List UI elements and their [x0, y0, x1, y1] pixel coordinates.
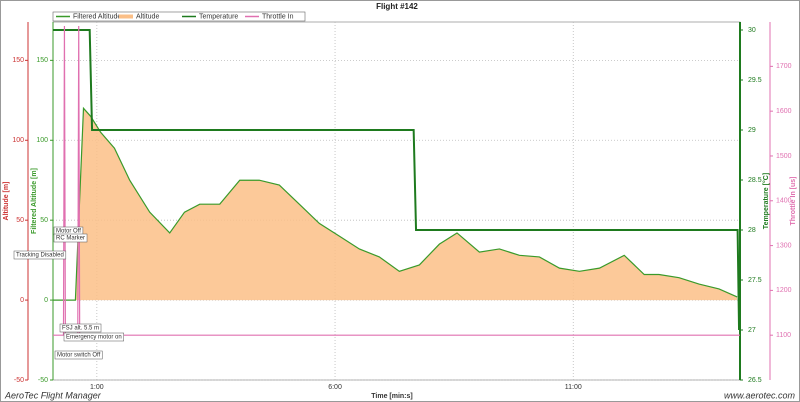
y-tick-label: 1600 — [776, 108, 792, 115]
annotation-box — [63, 332, 124, 342]
y-axis-label: Temperature [°C] — [762, 173, 770, 229]
x-tick-label: 11:00 — [565, 384, 582, 391]
x-tick-label: 6:00 — [328, 384, 342, 391]
y-tick-label: 29 — [748, 127, 756, 134]
y-tick-label: 28 — [748, 227, 756, 234]
x-tick-label: 1:00 — [90, 384, 104, 391]
legend-label: Throttle In — [262, 14, 294, 21]
y-tick-label: 26.5 — [748, 377, 762, 384]
y-tick-label: -50 — [38, 377, 48, 384]
y-tick-label: 150 — [36, 57, 48, 64]
y-tick-label: 50 — [16, 217, 24, 224]
y-tick-label: 27 — [748, 327, 756, 334]
plot-area — [52, 21, 741, 381]
footer-left: AeroTec Flight Manager — [4, 390, 102, 400]
annotation-box — [54, 350, 103, 360]
y-tick-label: 1200 — [776, 287, 792, 294]
y-axis-label: Filtered Altitude [m] — [31, 168, 38, 234]
annotation: Motor switch Off — [57, 353, 101, 359]
x-axis-label: Time [min:s] — [371, 393, 413, 400]
y-tick-label: 0 — [44, 297, 48, 304]
y-tick-label: -50 — [14, 377, 24, 384]
legend-label: Filtered Altitude — [73, 14, 121, 21]
area — [53, 108, 738, 301]
y-tick-label: 150 — [12, 57, 24, 64]
annotation-box — [53, 233, 88, 243]
chart-title: Flight #142 — [376, 2, 418, 11]
legend-box — [52, 11, 306, 22]
line — [53, 29, 741, 331]
y-tick-label: 1400 — [776, 198, 792, 205]
y-tick-label: 28.5 — [748, 177, 762, 184]
annotation: RC Marker — [56, 236, 85, 242]
footer-right: www.aerotec.com — [724, 390, 796, 400]
y-tick-label: 1500 — [776, 153, 792, 160]
y-tick-label: 50 — [40, 217, 48, 224]
annotation: Emergency motor on — [66, 335, 122, 341]
y-axis-label: Altitude [m] — [3, 182, 10, 221]
y-tick-label: 1700 — [776, 63, 792, 70]
y-axis-label: Throttle In [us] — [790, 177, 797, 226]
annotation: FSJ alt. 5.5 m — [62, 326, 99, 332]
annotation-box — [13, 250, 67, 260]
line — [53, 106, 738, 301]
y-tick-label: 100 — [36, 137, 48, 144]
annotation: Tracking Disabled — [16, 253, 64, 259]
annotation-box — [59, 323, 102, 333]
y-tick-label: 0 — [20, 297, 24, 304]
y-tick-label: 1100 — [776, 332, 791, 339]
legend-label: Altitude — [136, 14, 159, 21]
legend-swatch — [119, 14, 133, 19]
y-tick-label: 1300 — [776, 242, 792, 249]
y-tick-label: 27.5 — [748, 277, 762, 284]
annotation: Motor Off — [56, 229, 81, 235]
y-tick-label: 29.5 — [748, 77, 762, 84]
legend-label: Temperature — [199, 14, 238, 21]
y-tick-label: 100 — [12, 137, 24, 144]
y-tick-label: 30 — [748, 27, 756, 34]
